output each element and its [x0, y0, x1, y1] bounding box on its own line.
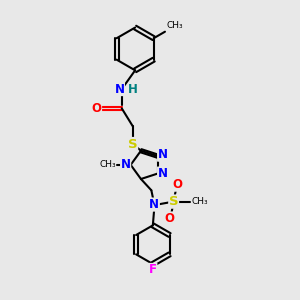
Text: N: N: [121, 158, 130, 171]
Text: S: S: [169, 195, 178, 208]
Text: H: H: [128, 82, 138, 96]
Text: CH₃: CH₃: [99, 160, 116, 169]
Text: CH₃: CH₃: [191, 197, 208, 206]
Text: S: S: [128, 138, 138, 151]
Text: N: N: [158, 148, 168, 161]
Text: O: O: [92, 102, 101, 115]
Text: F: F: [149, 263, 157, 276]
Text: O: O: [172, 178, 182, 191]
Text: N: N: [149, 198, 159, 211]
Text: N: N: [158, 167, 168, 180]
Text: CH₃: CH₃: [167, 21, 183, 30]
Text: N: N: [114, 82, 124, 96]
Text: O: O: [165, 212, 175, 225]
